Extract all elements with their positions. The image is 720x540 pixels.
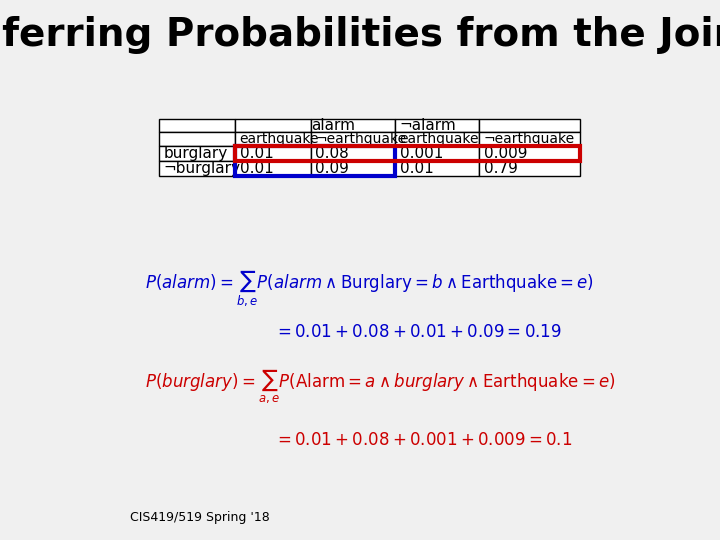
Bar xyxy=(235,146,310,161)
Bar xyxy=(310,161,395,176)
Bar xyxy=(235,119,310,132)
Bar xyxy=(310,119,395,132)
Text: $P(alarm) = \sum_{b,e} P(alarm \wedge \mathrm{Burglary}=b \wedge \mathrm{Earthqu: $P(alarm) = \sum_{b,e} P(alarm \wedge \m… xyxy=(145,268,594,309)
Text: ¬earthquake: ¬earthquake xyxy=(315,132,407,146)
Text: 0.01: 0.01 xyxy=(240,146,274,161)
Bar xyxy=(395,146,479,161)
Bar xyxy=(235,161,310,176)
Bar xyxy=(479,146,580,161)
Text: CIS419/519 Spring '18: CIS419/519 Spring '18 xyxy=(130,511,270,524)
Text: 0.001: 0.001 xyxy=(400,146,443,161)
Bar xyxy=(310,132,395,146)
Text: 0.79: 0.79 xyxy=(484,161,518,176)
Bar xyxy=(310,146,395,161)
Text: $= 0.01 + 0.08 + 0.001 + 0.009 = 0.1$: $= 0.01 + 0.08 + 0.001 + 0.009 = 0.1$ xyxy=(274,431,572,449)
Text: burglary: burglary xyxy=(164,146,228,161)
Bar xyxy=(235,132,310,146)
Text: earthquake: earthquake xyxy=(400,132,479,146)
Bar xyxy=(159,119,235,132)
Text: Inferring Probabilities from the Joint: Inferring Probabilities from the Joint xyxy=(0,16,720,54)
Text: ¬earthquake: ¬earthquake xyxy=(484,132,575,146)
Text: alarm: alarm xyxy=(310,118,355,133)
Bar xyxy=(159,146,235,161)
Text: 0.009: 0.009 xyxy=(484,146,527,161)
Bar xyxy=(159,161,235,176)
Bar xyxy=(159,132,235,146)
Bar xyxy=(395,132,479,146)
Text: 0.09: 0.09 xyxy=(315,161,349,176)
Bar xyxy=(235,146,395,176)
Text: $= 0.01 + 0.08 + 0.01 + 0.09 = 0.19$: $= 0.01 + 0.08 + 0.01 + 0.09 = 0.19$ xyxy=(274,323,562,341)
Bar xyxy=(235,146,580,161)
Text: ¬alarm: ¬alarm xyxy=(400,118,456,133)
Bar xyxy=(479,119,580,132)
Bar xyxy=(479,161,580,176)
Text: 0.01: 0.01 xyxy=(240,161,274,176)
Text: 0.01: 0.01 xyxy=(400,161,433,176)
Bar xyxy=(395,119,479,132)
Text: 0.08: 0.08 xyxy=(315,146,349,161)
Bar xyxy=(395,161,479,176)
Text: earthquake: earthquake xyxy=(240,132,319,146)
Bar xyxy=(479,132,580,146)
Text: $P(burglary) = \sum_{a,e} P(\mathrm{Alarm}=a \wedge burglary \wedge \mathrm{Eart: $P(burglary) = \sum_{a,e} P(\mathrm{Alar… xyxy=(145,367,616,405)
Text: ¬burglary: ¬burglary xyxy=(164,161,241,176)
